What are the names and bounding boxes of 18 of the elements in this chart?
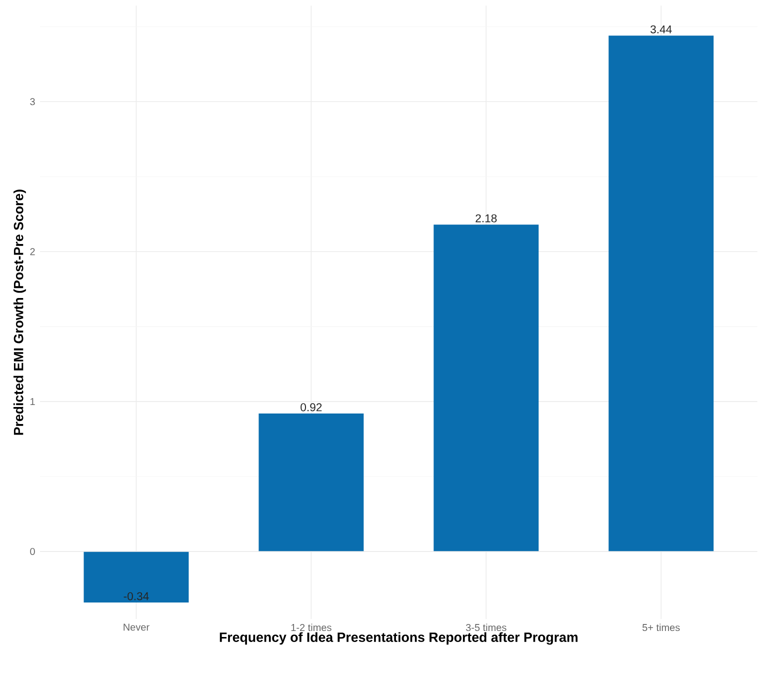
y-tick-label: 2 xyxy=(30,248,35,256)
x-tick-label: 5+ times xyxy=(642,624,680,632)
data-label: 3.44 xyxy=(650,25,672,34)
x-tick-label: 1-2 times xyxy=(291,624,332,632)
y-axis-title: Predicted EMI Growth (Post-Pre Score) xyxy=(13,190,26,435)
x-tick-label: Never xyxy=(124,624,150,631)
y-tick-label: 0 xyxy=(30,548,35,556)
bar xyxy=(434,224,539,552)
bar xyxy=(608,36,714,552)
y-tick-label: 1 xyxy=(30,398,35,405)
data-label: -0.34 xyxy=(124,592,149,600)
bar xyxy=(258,414,364,552)
data-label: 0.92 xyxy=(300,403,322,412)
x-tick-label: 3-5 times xyxy=(466,624,506,632)
y-tick-label: 3 xyxy=(30,98,35,106)
data-label: 2.18 xyxy=(476,214,497,222)
x-axis-title: Frequency of Idea Presentations Reported after Program xyxy=(220,632,578,645)
bar xyxy=(84,552,189,602)
